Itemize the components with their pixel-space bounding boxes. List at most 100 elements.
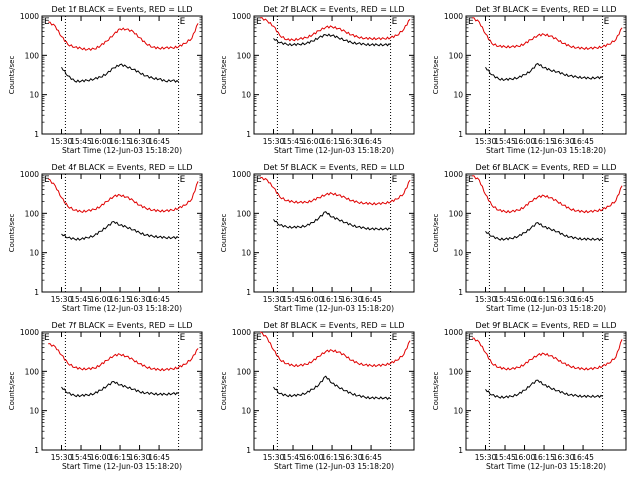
x-tick-label: 16:00 (302, 137, 324, 146)
x-tick-label: 15:45 (494, 295, 516, 304)
events-rate-line (273, 375, 391, 401)
event-marker-label: E (604, 175, 610, 185)
plot-frame (41, 173, 203, 293)
x-tick-label: 16:15 (533, 137, 555, 146)
x-tick-label: 15:45 (70, 453, 92, 462)
event-marker-label: E (180, 17, 186, 27)
plot-frame (41, 331, 203, 451)
y-axis-label: Counts/sec (432, 214, 440, 253)
x-tick-label: 16:00 (302, 295, 324, 304)
event-marker-label: E (256, 175, 262, 185)
x-tick-label: 16:45 (360, 295, 382, 304)
events-rate-line (61, 63, 179, 83)
x-tick-label: 16:45 (572, 453, 594, 462)
y-tick-label: 10 (453, 91, 463, 100)
y-tick-label: 1 (458, 446, 463, 455)
y-tick-label: 100 (237, 209, 252, 218)
event-marker-label: E (392, 17, 398, 27)
x-tick-label: 16:15 (533, 453, 555, 462)
x-axis-label: Start Time (12-Jun-03 15:18:20) (486, 146, 606, 155)
y-axis-label: Counts/sec (220, 56, 228, 95)
y-axis-label: Counts/sec (220, 214, 228, 253)
chart-title: Det 2f BLACK = Events, RED = LLD (263, 5, 404, 14)
y-tick-label: 1 (246, 288, 251, 297)
x-tick-label: 15:30 (51, 137, 73, 146)
chart-title: Det 3f BLACK = Events, RED = LLD (475, 5, 616, 14)
x-axis-label: Start Time (12-Jun-03 15:18:20) (274, 462, 394, 471)
y-tick-label: 100 (449, 51, 464, 60)
y-tick-label: 100 (25, 51, 40, 60)
x-tick-label: 16:00 (90, 453, 112, 462)
event-marker-label: E (256, 17, 262, 27)
lld-rate-line (260, 176, 411, 206)
event-marker-label: E (392, 175, 398, 185)
event-marker-label: E (604, 333, 610, 343)
events-rate-line (273, 211, 391, 231)
event-marker-label: E (44, 333, 50, 343)
x-axis-label: Start Time (12-Jun-03 15:18:20) (62, 304, 182, 313)
x-axis-label: Start Time (12-Jun-03 15:18:20) (274, 304, 394, 313)
x-axis-label: Start Time (12-Jun-03 15:18:20) (486, 304, 606, 313)
plot-frame (253, 331, 415, 451)
y-tick-label: 1000 (20, 12, 39, 21)
x-tick-label: 15:45 (282, 137, 304, 146)
x-tick-label: 16:30 (341, 295, 363, 304)
y-tick-label: 1 (246, 446, 251, 455)
chart-title: Det 6f BLACK = Events, RED = LLD (475, 163, 616, 172)
plot-frame (253, 15, 415, 135)
x-tick-label: 16:45 (360, 453, 382, 462)
x-tick-label: 16:00 (514, 295, 536, 304)
x-tick-label: 16:15 (109, 137, 131, 146)
y-tick-label: 10 (453, 249, 463, 258)
event-marker-label: E (468, 333, 474, 343)
y-axis-label: Counts/sec (432, 372, 440, 411)
y-tick-label: 1000 (20, 170, 39, 179)
x-tick-label: 16:15 (533, 295, 555, 304)
y-tick-label: 1 (458, 130, 463, 139)
y-tick-label: 1 (34, 446, 39, 455)
x-tick-label: 16:45 (360, 137, 382, 146)
event-marker-label: E (256, 333, 262, 343)
x-tick-label: 16:00 (90, 295, 112, 304)
x-tick-label: 16:30 (553, 137, 575, 146)
chart-title: Det 9f BLACK = Events, RED = LLD (475, 321, 616, 330)
y-tick-label: 1000 (232, 170, 251, 179)
lld-rate-line (48, 343, 199, 372)
x-tick-label: 16:45 (148, 137, 170, 146)
y-tick-label: 10 (241, 407, 251, 416)
lld-rate-line (472, 337, 623, 371)
x-tick-label: 16:45 (572, 137, 594, 146)
x-axis-label: Start Time (12-Jun-03 15:18:20) (486, 462, 606, 471)
x-tick-label: 16:00 (514, 453, 536, 462)
x-tick-label: 16:15 (321, 295, 343, 304)
events-rate-line (485, 62, 603, 82)
x-tick-label: 16:00 (302, 453, 324, 462)
lld-rate-line (260, 17, 411, 42)
y-tick-label: 100 (237, 51, 252, 60)
chart-title: Det 7f BLACK = Events, RED = LLD (51, 321, 192, 330)
x-tick-label: 15:30 (263, 295, 285, 304)
y-axis-label: Counts/sec (8, 56, 16, 95)
event-marker-label: E (180, 175, 186, 185)
events-rate-line (485, 379, 603, 399)
event-marker-label: E (392, 333, 398, 343)
y-tick-label: 1000 (232, 328, 251, 337)
x-tick-label: 16:30 (129, 295, 151, 304)
y-tick-label: 10 (29, 407, 39, 416)
x-tick-label: 16:30 (129, 453, 151, 462)
y-axis-label: Counts/sec (432, 56, 440, 95)
x-tick-label: 16:00 (90, 137, 112, 146)
plot-frame (253, 173, 415, 293)
y-tick-label: 1000 (20, 328, 39, 337)
y-tick-label: 1 (246, 130, 251, 139)
plot-frame (465, 331, 627, 451)
x-axis-label: Start Time (12-Jun-03 15:18:20) (62, 146, 182, 155)
plot-frame (465, 173, 627, 293)
x-tick-label: 15:30 (475, 295, 497, 304)
x-tick-label: 15:30 (475, 137, 497, 146)
x-tick-label: 16:15 (321, 453, 343, 462)
y-tick-label: 10 (29, 249, 39, 258)
y-tick-label: 1 (34, 130, 39, 139)
x-tick-label: 15:45 (282, 295, 304, 304)
y-tick-label: 100 (25, 367, 40, 376)
